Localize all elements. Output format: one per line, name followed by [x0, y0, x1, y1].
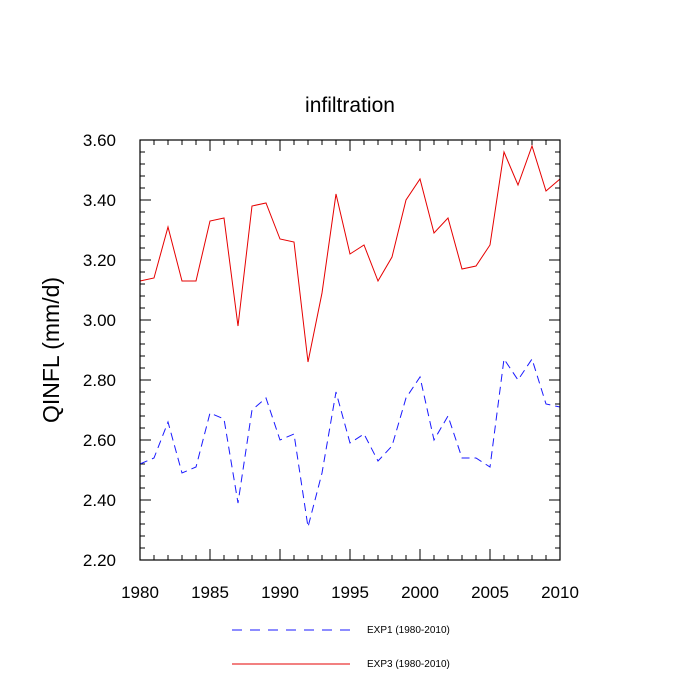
y-tick-label: 3.40 [83, 191, 116, 210]
x-tick-label: 1980 [121, 583, 159, 602]
legend-label-exp3: EXP3 (1980-2010) [367, 659, 450, 670]
y-tick-label: 2.60 [83, 431, 116, 450]
x-tick-label: 1995 [331, 583, 369, 602]
y-tick-label: 2.80 [83, 371, 116, 390]
series-line-exp3 [139, 144, 561, 363]
plot-frame [139, 139, 561, 561]
x-tick-label: 2010 [541, 583, 579, 602]
x-tick-label: 2005 [471, 583, 509, 602]
series-line-exp1 [139, 357, 561, 528]
y-tick-label: 3.00 [83, 311, 116, 330]
legend: EXP1 (1980-2010) EXP3 (1980-2010) [232, 625, 450, 670]
series-lines [139, 144, 561, 528]
chart-title: infiltration [305, 94, 395, 117]
axis-ticks: 1980 1985 1990 1995 2000 2005 2010 2.20 2.40 2.60… [83, 131, 579, 602]
x-tick-label: 1985 [191, 583, 229, 602]
y-axis-label: QINFL (mm/d) [38, 277, 64, 423]
y-tick-label: 2.40 [83, 491, 116, 510]
y-tick-label: 3.20 [83, 251, 116, 270]
y-tick-label: 2.20 [83, 551, 116, 570]
x-tick-label: 2000 [401, 583, 439, 602]
y-tick-label: 3.60 [83, 131, 116, 150]
x-tick-label: 1990 [261, 583, 299, 602]
legend-label-exp1: EXP1 (1980-2010) [367, 625, 450, 636]
